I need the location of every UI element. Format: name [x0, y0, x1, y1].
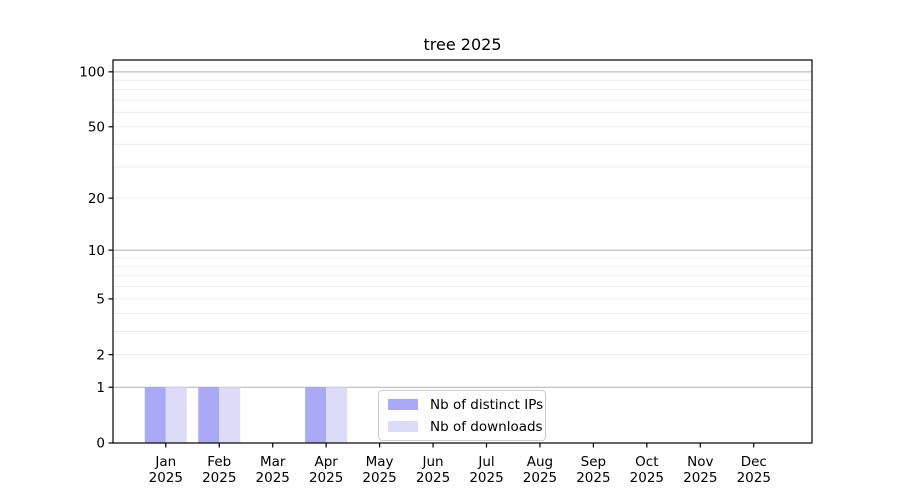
- legend-row-downloads: Nb of downloads: [388, 419, 543, 435]
- y-tick-label: 100: [79, 65, 105, 81]
- bar-downloads: [326, 387, 348, 443]
- bar-downloads: [165, 387, 187, 443]
- y-tick-label: 2: [96, 347, 105, 363]
- x-tick-label-month: Aug: [527, 454, 553, 470]
- x-tick-label-month: Jul: [477, 454, 494, 470]
- x-tick-label-year: 2025: [683, 470, 717, 486]
- y-tick-label: 20: [88, 191, 105, 207]
- legend-label-downloads: Nb of downloads: [430, 418, 543, 435]
- bar-distinct-ips: [198, 387, 220, 443]
- x-tick-label-month: Feb: [207, 454, 231, 470]
- y-tick-label: 5: [96, 292, 105, 308]
- x-tick-label-year: 2025: [576, 470, 610, 486]
- plot-border: [112, 59, 813, 444]
- x-tick-label-year: 2025: [737, 470, 771, 486]
- x-tick-label-year: 2025: [362, 470, 396, 486]
- y-tick-label: 0: [96, 436, 105, 452]
- y-tick-label: 10: [88, 243, 105, 259]
- legend-swatch-downloads: [388, 421, 418, 432]
- x-tick-label-month: Nov: [687, 454, 713, 470]
- x-tick-label-month: Oct: [635, 454, 658, 470]
- x-tick-label-year: 2025: [630, 470, 664, 486]
- y-tick-label: 50: [88, 119, 105, 135]
- x-tick-label-year: 2025: [149, 470, 183, 486]
- legend-label-distinct-ips: Nb of distinct IPs: [430, 396, 544, 413]
- x-tick-label-year: 2025: [416, 470, 450, 486]
- x-tick-label-year: 2025: [469, 470, 503, 486]
- legend: Nb of distinct IPs Nb of downloads: [378, 390, 546, 441]
- x-tick-label-month: Apr: [314, 454, 338, 470]
- x-tick-label-month: Jan: [154, 454, 176, 470]
- legend-row-distinct-ips: Nb of distinct IPs: [388, 397, 543, 413]
- x-tick-label-month: May: [366, 454, 394, 470]
- x-tick-label-month: Sep: [581, 454, 606, 470]
- x-tick-label-year: 2025: [523, 470, 557, 486]
- bar-downloads: [219, 387, 241, 443]
- y-tick-label: 1: [96, 380, 105, 396]
- x-tick-label-month: Jun: [422, 454, 444, 470]
- x-tick-label-month: Mar: [260, 454, 286, 470]
- x-tick-label-month: Dec: [741, 454, 767, 470]
- x-tick-label-year: 2025: [256, 470, 290, 486]
- x-tick-label-year: 2025: [202, 470, 236, 486]
- bar-distinct-ips: [144, 387, 166, 443]
- chart-title: tree 2025: [423, 35, 502, 54]
- x-tick-label-year: 2025: [309, 470, 343, 486]
- bar-distinct-ips: [305, 387, 327, 443]
- legend-swatch-distinct-ips: [388, 399, 418, 410]
